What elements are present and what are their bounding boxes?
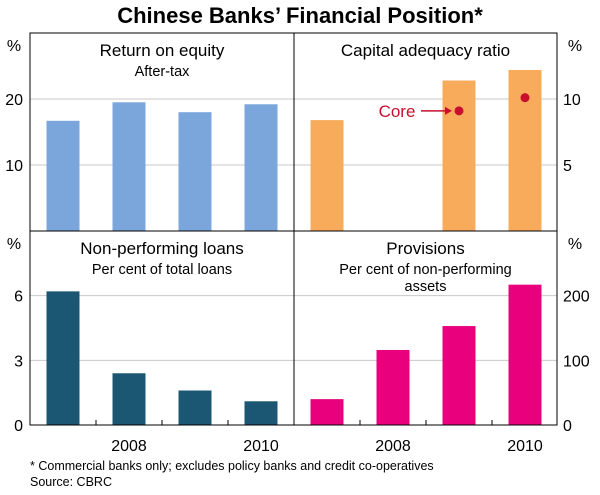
source: Source: CBRC xyxy=(30,475,112,489)
bar xyxy=(508,284,542,425)
bar xyxy=(46,291,80,425)
bar xyxy=(112,373,146,425)
notes: * Commercial banks only; excludes policy… xyxy=(30,458,434,490)
y-tick-label: 10 xyxy=(563,92,581,109)
footnote: * Commercial banks only; excludes policy… xyxy=(30,459,434,473)
panel-title: Non-performing loans xyxy=(80,239,243,258)
bar xyxy=(310,120,344,231)
panel-subtitle: After-tax xyxy=(135,64,191,80)
bar xyxy=(244,401,278,425)
x-tick-label: 2010 xyxy=(507,438,543,455)
unit-label: % xyxy=(568,38,582,55)
y-tick-label: 6 xyxy=(14,289,23,306)
y-tick-label: 5 xyxy=(563,158,572,175)
bar xyxy=(376,349,410,425)
core-arrowhead xyxy=(445,106,452,115)
y-tick-label: 10 xyxy=(5,158,23,175)
y-tick-label: 200 xyxy=(563,289,590,306)
bar xyxy=(46,120,80,231)
panel-subtitle: Per cent of total loans xyxy=(92,262,232,278)
y-tick-label: 100 xyxy=(563,353,590,370)
bar xyxy=(178,112,212,231)
bar xyxy=(112,102,146,231)
y-tick-label: 0 xyxy=(14,418,23,435)
panel-title: Return on equity xyxy=(100,41,225,60)
series-label-core: Core xyxy=(379,102,416,121)
unit-label: % xyxy=(7,38,21,55)
x-tick-label: 2010 xyxy=(243,438,279,455)
bar xyxy=(244,104,278,231)
bar xyxy=(310,399,344,425)
core-point xyxy=(520,93,530,103)
y-tick-label: 3 xyxy=(14,353,23,370)
x-tick-label: 2008 xyxy=(375,438,411,455)
panel-title: Capital adequacy ratio xyxy=(341,41,510,60)
unit-label: % xyxy=(7,236,21,253)
bar xyxy=(442,80,476,232)
y-tick-label: 0 xyxy=(563,418,572,435)
y-tick-label: 20 xyxy=(5,92,23,109)
bar xyxy=(442,326,476,425)
panel-subtitle: Per cent of non-performing xyxy=(339,262,511,278)
panel-title: Provisions xyxy=(386,239,464,258)
unit-label: % xyxy=(568,236,582,253)
core-point xyxy=(454,106,464,116)
figure-title: Chinese Banks’ Financial Position* xyxy=(117,3,483,28)
panel-subtitle: assets xyxy=(405,279,447,295)
bar xyxy=(178,390,212,425)
x-tick-label: 2008 xyxy=(111,438,147,455)
